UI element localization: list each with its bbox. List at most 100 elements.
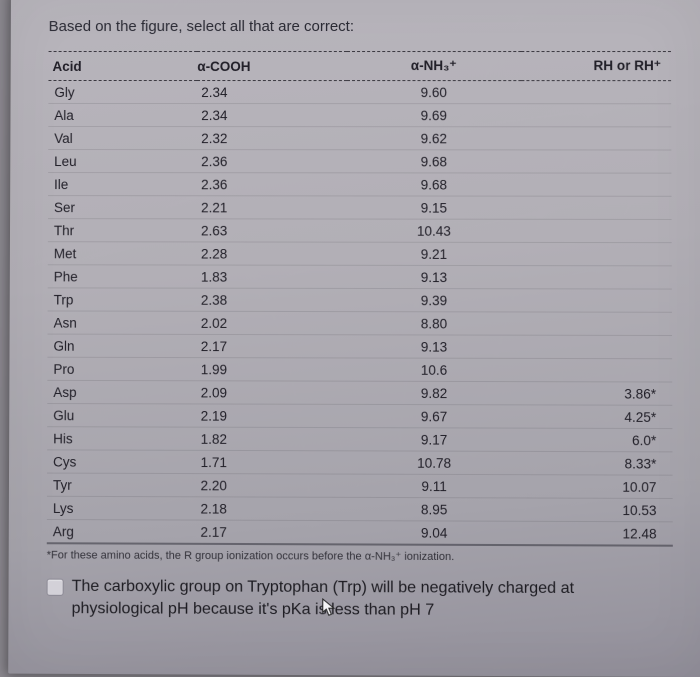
amino-acid-table: Acid α-COOH α-NH₃⁺ RH or RH⁺ Gly2.349.60… xyxy=(47,51,673,547)
cell-acid: Trp xyxy=(48,288,197,311)
cell-rh: 3.86* xyxy=(522,382,673,406)
cell-cooh: 2.17 xyxy=(197,334,347,358)
cell-cooh: 2.21 xyxy=(197,196,346,219)
cell-nh3: 9.69 xyxy=(347,104,522,127)
cell-rh xyxy=(521,104,671,127)
col-header-acid: Acid xyxy=(48,52,197,81)
cell-cooh: 2.63 xyxy=(197,219,346,242)
table-footnote: *For these amino acids, the R group ioni… xyxy=(47,548,673,564)
table-header-row: Acid α-COOH α-NH₃⁺ RH or RH⁺ xyxy=(48,52,671,81)
cell-nh3: 8.95 xyxy=(346,497,521,521)
cell-nh3: 9.39 xyxy=(347,288,522,312)
table-row: Met2.289.21 xyxy=(48,242,672,266)
cell-rh: 4.25* xyxy=(522,405,673,429)
cell-cooh: 2.20 xyxy=(197,474,347,498)
cell-cooh: 2.32 xyxy=(197,127,346,150)
answer-checkbox[interactable] xyxy=(47,579,64,596)
table-row: Cys1.7110.788.33* xyxy=(47,450,673,475)
table-row: Asp2.099.823.86* xyxy=(47,380,672,405)
cell-cooh: 2.34 xyxy=(197,104,346,127)
cell-rh: 10.07 xyxy=(522,475,673,499)
cell-nh3: 9.67 xyxy=(346,404,521,428)
cell-rh xyxy=(522,358,673,382)
cell-acid: Asn xyxy=(48,311,197,334)
table-row: Glu2.199.674.25* xyxy=(47,404,672,429)
table-row: His1.829.176.0* xyxy=(47,427,672,452)
cell-cooh: 1.71 xyxy=(197,450,347,474)
cell-rh xyxy=(521,289,671,313)
cell-acid: Gly xyxy=(48,80,197,103)
cell-cooh: 2.18 xyxy=(196,497,346,521)
cell-acid: Pro xyxy=(47,357,196,381)
table-row: Thr2.6310.43 xyxy=(48,219,672,243)
cell-cooh: 2.34 xyxy=(197,81,346,104)
cell-cooh: 2.17 xyxy=(196,520,346,544)
cell-rh xyxy=(521,242,671,265)
cell-nh3: 9.68 xyxy=(347,173,522,196)
table-row: Pro1.9910.6 xyxy=(47,357,672,382)
cell-nh3: 9.68 xyxy=(347,150,522,173)
table-row: Ala2.349.69 xyxy=(48,103,671,126)
cell-acid: Phe xyxy=(48,265,197,288)
cell-rh xyxy=(521,266,671,289)
cell-cooh: 2.02 xyxy=(197,311,347,334)
cell-acid: Glu xyxy=(47,404,197,428)
table-row: Val2.329.62 xyxy=(48,126,671,150)
cell-acid: Met xyxy=(48,242,197,265)
answer-option[interactable]: The carboxylic group on Tryptophan (Trp)… xyxy=(46,576,673,623)
cell-nh3: 10.78 xyxy=(346,451,521,475)
cell-acid: Ala xyxy=(48,103,197,126)
cell-rh xyxy=(521,127,671,150)
cell-cooh: 2.09 xyxy=(197,381,347,405)
col-header-cooh: α-COOH xyxy=(197,52,346,81)
cell-nh3: 9.11 xyxy=(346,474,521,498)
answer-text: The carboxylic group on Tryptophan (Trp)… xyxy=(72,576,658,622)
cell-cooh: 2.28 xyxy=(197,242,347,265)
cell-nh3: 9.17 xyxy=(346,428,521,452)
cell-acid: Ser xyxy=(48,196,197,219)
cell-nh3: 9.04 xyxy=(346,521,521,545)
cell-acid: Cys xyxy=(47,450,197,474)
cell-acid: Ile xyxy=(48,173,197,196)
cell-nh3: 10.43 xyxy=(347,219,522,242)
cell-rh xyxy=(522,312,673,336)
table-row: Arg2.179.0412.48 xyxy=(47,519,673,545)
cell-nh3: 9.60 xyxy=(347,81,522,104)
cell-rh: 6.0* xyxy=(522,428,673,452)
cell-acid: Asp xyxy=(47,380,196,404)
cell-rh: 8.33* xyxy=(522,451,673,475)
cell-nh3: 9.82 xyxy=(346,381,521,405)
question-text: Based on the figure, select all that are… xyxy=(49,18,671,35)
cell-cooh: 2.19 xyxy=(197,404,347,428)
cell-nh3: 9.13 xyxy=(347,265,522,288)
cell-cooh: 2.38 xyxy=(197,288,347,311)
table-row: Gln2.179.13 xyxy=(47,334,672,359)
cell-acid: Leu xyxy=(48,149,197,172)
cell-cooh: 1.83 xyxy=(197,265,347,288)
cell-nh3: 9.13 xyxy=(346,335,521,359)
cell-rh: 12.48 xyxy=(522,521,673,545)
cell-nh3: 9.15 xyxy=(347,196,522,219)
cell-rh xyxy=(522,335,673,359)
table-row: Asn2.028.80 xyxy=(48,311,673,336)
cell-acid: Tyr xyxy=(47,473,197,497)
cell-nh3: 10.6 xyxy=(346,358,521,382)
page-surface: Based on the figure, select all that are… xyxy=(8,0,700,677)
cell-nh3: 9.62 xyxy=(347,127,522,150)
table-row: Lys2.188.9510.53 xyxy=(47,496,673,522)
cell-nh3: 8.80 xyxy=(346,312,521,336)
cell-acid: Arg xyxy=(47,519,197,543)
col-header-rh: RH or RH⁺ xyxy=(521,52,671,81)
table-row: Ser2.219.15 xyxy=(48,196,672,220)
cell-cooh: 1.82 xyxy=(197,427,347,451)
cell-acid: Val xyxy=(48,126,197,149)
cell-cooh: 1.99 xyxy=(197,358,347,382)
cell-rh xyxy=(521,196,671,219)
table-row: Ile2.369.68 xyxy=(48,173,671,197)
table-row: Gly2.349.60 xyxy=(48,80,671,103)
table-row: Tyr2.209.1110.07 xyxy=(47,473,673,498)
table-row: Leu2.369.68 xyxy=(48,149,671,173)
cell-acid: Lys xyxy=(47,496,197,520)
cell-acid: Gln xyxy=(47,334,196,357)
cell-acid: His xyxy=(47,427,197,451)
